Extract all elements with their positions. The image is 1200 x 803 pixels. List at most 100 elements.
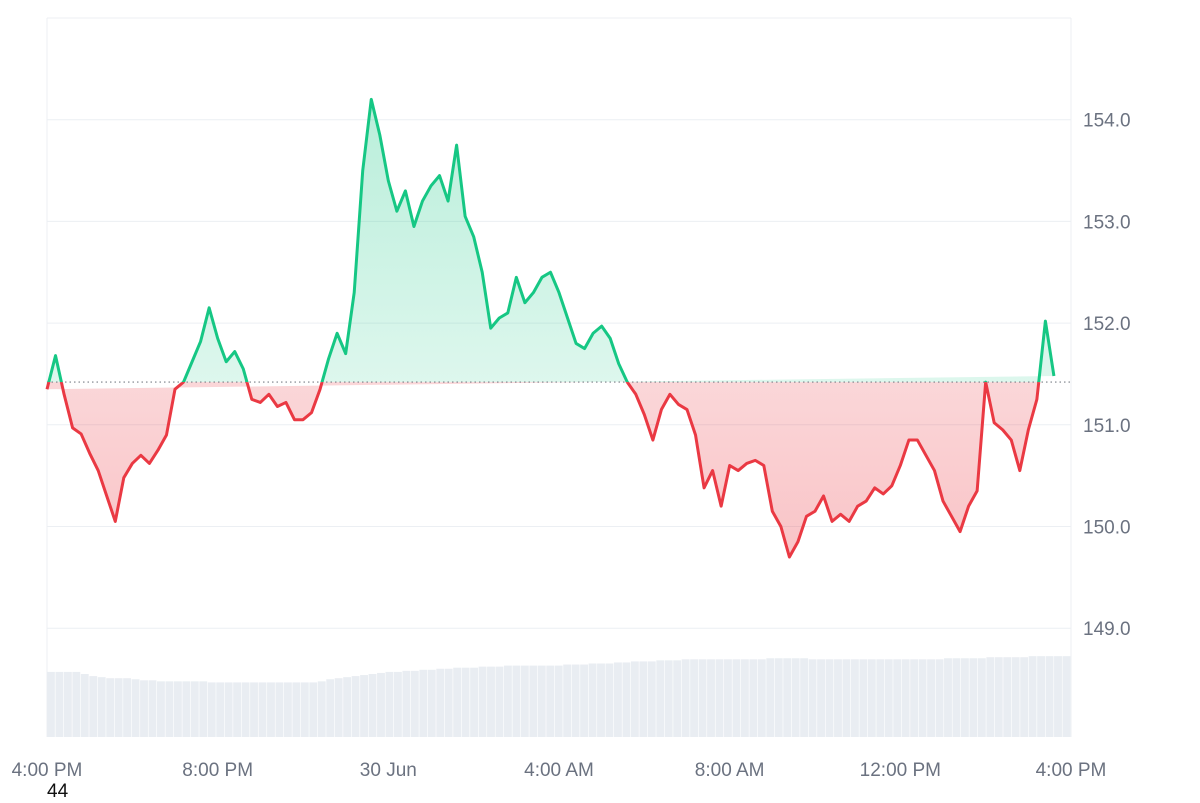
area-below-baseline: [47, 382, 1039, 558]
volume-bar: [309, 682, 318, 737]
volume-bar: [334, 678, 343, 737]
volume-bar: [114, 678, 123, 737]
volume-bar: [140, 680, 148, 737]
volume-bar: [343, 677, 352, 737]
volume-bar: [969, 658, 978, 737]
volume-bar: [478, 666, 487, 737]
volume-bar: [571, 664, 580, 737]
volume-bar: [656, 660, 665, 737]
volume-bar: [554, 665, 563, 737]
volume-bar: [834, 659, 842, 737]
volume-bar: [690, 659, 699, 737]
volume-bar: [106, 678, 115, 737]
volume-bar: [867, 659, 876, 737]
price-area: [47, 99, 1054, 558]
volume-bar: [470, 667, 479, 737]
volume-bar: [563, 664, 572, 737]
volume-bar: [317, 681, 326, 737]
x-tick-label: 4:00 PM: [1036, 760, 1107, 781]
volume-bar: [377, 672, 385, 737]
volume-bar: [258, 682, 267, 737]
x-axis-ticks: 4:00 PM 8:00 PM 30 Jun 4:00 AM 8:00 AM 12:00 …: [12, 760, 1107, 781]
volume-bar: [207, 682, 216, 737]
volume-bar: [825, 659, 834, 737]
volume-bar: [436, 668, 445, 737]
volume-bar: [241, 682, 250, 737]
volume-bars: [47, 656, 1071, 737]
volume-bar: [901, 659, 910, 737]
volume-bar: [1011, 657, 1020, 737]
volume-bar: [453, 667, 462, 737]
volume-bar: [639, 661, 648, 737]
volume-bar: [520, 665, 529, 737]
volume-bar: [402, 670, 411, 737]
volume-bar: [647, 661, 656, 737]
volume-bar: [72, 671, 81, 737]
price-line-up: [47, 97, 1056, 383]
volume-bar: [622, 662, 631, 737]
volume-bar: [512, 665, 521, 737]
volume-bar: [368, 674, 377, 737]
x-tick-label: 8:00 PM: [182, 760, 253, 781]
volume-bar: [351, 676, 360, 737]
footer-value-label: 44: [47, 781, 69, 802]
volume-bar: [580, 664, 589, 737]
volume-bar: [267, 682, 275, 737]
x-tick-label: 30 Jun: [360, 760, 417, 781]
volume-bar: [724, 659, 732, 737]
volume-bar: [123, 678, 132, 737]
volume-bar: [791, 658, 800, 737]
volume-bar: [817, 659, 825, 737]
volume-bar: [808, 659, 817, 737]
volume-bar: [859, 659, 868, 737]
volume-bar: [960, 658, 969, 737]
x-tick-label: 4:00 PM: [12, 760, 83, 781]
volume-bar: [495, 666, 504, 737]
volume-bar: [173, 681, 182, 737]
y-tick-label: 150.0: [1083, 518, 1131, 539]
volume-bar: [419, 669, 428, 737]
volume-bar: [250, 682, 258, 737]
volume-bar: [427, 669, 436, 737]
volume-bar: [182, 681, 191, 737]
volume-bar: [55, 671, 64, 737]
volume-bar: [850, 659, 859, 737]
volume-bar: [461, 667, 470, 737]
volume-bar: [757, 659, 766, 737]
volume-bar: [783, 658, 792, 737]
volume-bar: [444, 668, 453, 737]
y-tick-label: 149.0: [1083, 619, 1131, 640]
volume-bar: [275, 682, 284, 737]
volume-bar: [588, 663, 597, 737]
volume-bar: [1054, 656, 1062, 737]
volume-bar: [876, 659, 885, 737]
volume-bar: [47, 671, 55, 737]
plot-frame: [46, 17, 1072, 737]
volume-bar: [977, 658, 986, 737]
volume-bar: [89, 676, 98, 737]
volume-bar: [529, 665, 538, 737]
y-tick-label: 152.0: [1083, 314, 1131, 335]
volume-bar: [707, 659, 715, 737]
volume-bar: [740, 659, 749, 737]
volume-bar: [360, 675, 368, 737]
volume-bar: [681, 659, 690, 737]
volume-bar: [283, 682, 292, 737]
volume-bar: [1045, 656, 1054, 737]
volume-bar: [732, 659, 741, 737]
volume-bar: [326, 679, 335, 737]
volume-bar: [157, 681, 165, 737]
volume-bar: [1003, 657, 1012, 737]
volume-bar: [190, 681, 199, 737]
price-line: [45, 97, 1056, 559]
volume-bar: [80, 674, 89, 737]
volume-bar: [1062, 656, 1071, 737]
volume-bar: [292, 682, 301, 737]
volume-bar: [664, 660, 673, 737]
volume-bar: [749, 659, 758, 737]
volume-bar: [910, 659, 919, 737]
volume-bar: [884, 659, 893, 737]
volume-bar: [893, 659, 902, 737]
volume-bar: [935, 659, 944, 737]
